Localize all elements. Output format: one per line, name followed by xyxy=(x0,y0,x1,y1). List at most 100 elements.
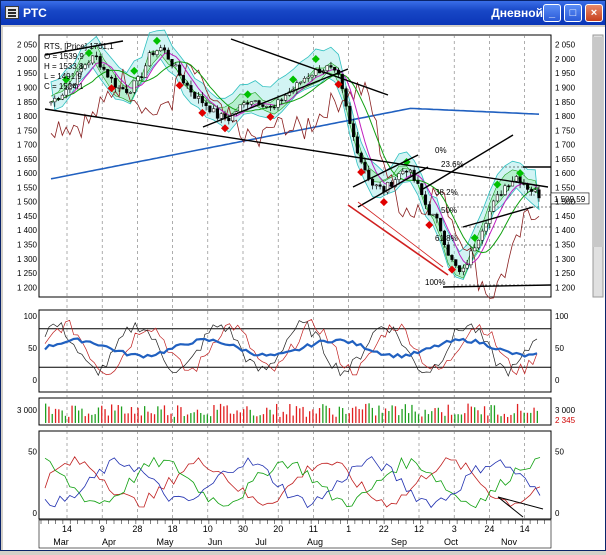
candle-up xyxy=(533,189,537,192)
volume-bar xyxy=(375,415,377,423)
candle-up xyxy=(386,182,390,193)
volume-bar xyxy=(127,413,129,423)
candle-up xyxy=(117,87,121,89)
dmi-panel[interactable] xyxy=(38,430,552,520)
volume-bar xyxy=(361,409,364,423)
volume-bar xyxy=(252,415,255,423)
volume-bar xyxy=(299,408,301,423)
volume-bar xyxy=(177,405,179,423)
dmi-tick-left: 0 xyxy=(33,509,38,518)
volume-bar xyxy=(513,413,515,423)
time-axis-frame xyxy=(38,519,552,549)
volume-bar xyxy=(338,406,340,423)
current-price-box xyxy=(550,192,590,205)
volume-bar xyxy=(183,416,185,423)
trend-line xyxy=(44,40,124,56)
volume-bar xyxy=(210,416,212,423)
volume-bar xyxy=(487,415,489,423)
volume-bar xyxy=(233,413,235,423)
fib-label: 38.2% xyxy=(435,188,458,197)
volume-bar xyxy=(335,416,337,423)
osc-tick-right: 50 xyxy=(555,344,564,353)
volume-bar xyxy=(101,405,103,423)
price-series: 1 509,59 xyxy=(44,29,590,299)
candle-up xyxy=(128,92,132,94)
volume-bar xyxy=(186,414,189,423)
scrollbar-thumb[interactable] xyxy=(593,37,603,247)
price-tick-left: 1 750 xyxy=(17,126,38,135)
candle-down xyxy=(181,75,185,84)
volume-bar xyxy=(64,415,67,423)
day-label: 14 xyxy=(520,524,530,534)
candle-down xyxy=(378,184,382,187)
maximize-button[interactable]: □ xyxy=(564,4,582,22)
volume-bar xyxy=(467,403,469,423)
volume-bar xyxy=(365,403,367,423)
volume-bar xyxy=(464,413,466,423)
candle-down xyxy=(151,52,155,55)
dmi-plus-line xyxy=(44,456,541,509)
candle-down xyxy=(272,106,276,109)
price-tick-right: 1 500 xyxy=(555,198,576,207)
dmi-tick-right: 50 xyxy=(555,447,564,456)
volume-bar xyxy=(107,415,109,423)
lagging-line xyxy=(50,62,540,299)
candle-up xyxy=(53,98,57,103)
trend-line xyxy=(462,206,534,228)
candle-down xyxy=(435,213,439,219)
volume-bar xyxy=(328,408,331,423)
candle-up xyxy=(514,176,518,182)
osc-tick-left: 50 xyxy=(28,344,37,353)
candle-up xyxy=(79,68,83,73)
volume-bar xyxy=(460,414,463,423)
dmi-trend-line xyxy=(497,496,544,510)
candle-down xyxy=(439,217,443,232)
candle-down xyxy=(208,105,212,113)
candle-up xyxy=(461,267,465,272)
oscillator-series: 100 100 50 50 0 0 xyxy=(24,312,569,385)
candle-down xyxy=(446,244,450,256)
volume-bar xyxy=(200,413,202,423)
sell-marker xyxy=(221,124,230,133)
sell-marker xyxy=(175,81,184,90)
candle-down xyxy=(427,204,431,216)
volume-bar xyxy=(74,405,76,423)
volume-bar xyxy=(259,415,261,423)
volume-bar xyxy=(411,404,413,423)
candle-up xyxy=(488,211,492,224)
volume-bar xyxy=(530,412,532,423)
volume-bar xyxy=(536,410,538,423)
candle-up xyxy=(325,65,329,72)
candle-up xyxy=(147,52,151,67)
volume-bar xyxy=(160,409,162,423)
volume-bar xyxy=(318,408,321,423)
minimize-button[interactable]: _ xyxy=(543,4,561,22)
candle-down xyxy=(454,259,458,266)
close-button[interactable]: × xyxy=(585,4,603,22)
trend-line xyxy=(230,38,389,96)
period-label: Дневной xyxy=(491,6,543,20)
candle-down xyxy=(329,65,333,68)
candle-down xyxy=(227,118,231,122)
price-tick-right: 1 700 xyxy=(555,141,576,150)
chart-area[interactable]: 1 509,59 2 050 2 000 1 950 1 900 1 850 1 800 1… xyxy=(3,27,605,550)
volume-bar xyxy=(391,405,393,423)
window-icon[interactable] xyxy=(5,6,19,19)
title-bar[interactable]: РТС Дневной _ □ × xyxy=(1,1,605,25)
month-label: Sep xyxy=(391,537,407,547)
volume-bar xyxy=(285,414,288,423)
volume-bar xyxy=(279,416,281,423)
sell-marker xyxy=(334,80,343,89)
volume-bar xyxy=(477,410,479,423)
candle-down xyxy=(57,98,61,100)
fib-label: 0% xyxy=(435,146,447,155)
candle-down xyxy=(340,74,344,89)
volume-bar xyxy=(134,413,136,423)
candle-down xyxy=(106,69,110,78)
price-tick-left: 1 500 xyxy=(17,198,38,207)
volume-bar xyxy=(312,409,314,423)
candle-up xyxy=(253,100,257,102)
candle-down xyxy=(98,56,102,68)
